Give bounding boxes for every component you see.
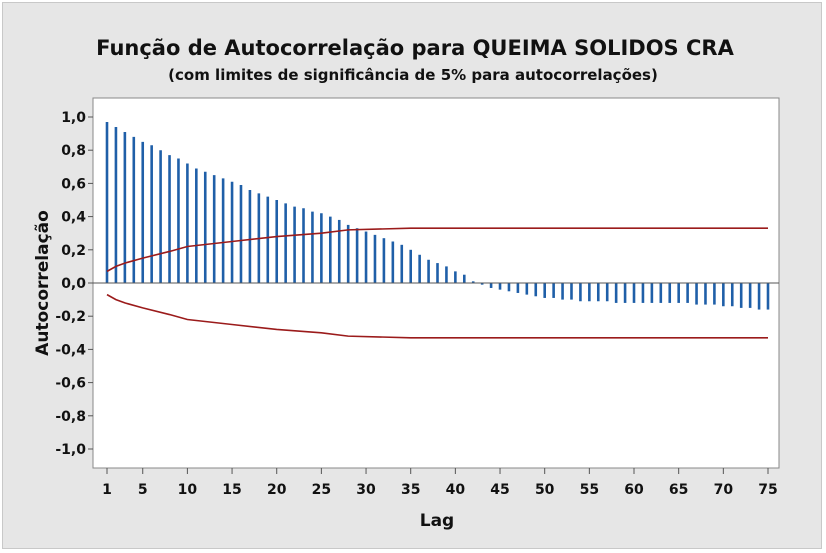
y-tick-label: 0,6 [61,176,86,192]
y-tick-label: -0,6 [55,376,86,392]
x-axis-label: Lag [420,511,454,531]
x-tick-label: 70 [714,482,734,498]
y-axis: 1,0 0,8 0,6 0,4 0,2 0,0 -0,2 -0,4 -0,6 -0,8 -1,0 [55,110,779,458]
y-tick-label: -1,0 [55,442,86,458]
chart-subtitle: (com limites de significância de 5% para… [168,66,658,84]
x-tick-label: 50 [535,482,555,498]
y-tick-label: 0,2 [61,243,86,259]
x-tick-label: 30 [356,482,376,498]
upper-limit-line [106,227,768,273]
x-tick-label: 60 [624,482,644,498]
chart-title: Função de Autocorrelação para QUEIMA SOL… [96,36,734,60]
y-tick-label: 0,4 [61,210,86,226]
y-tick-label: -0,4 [55,342,86,358]
y-tick-label: 0,0 [61,276,86,292]
x-axis: 1 5 10 15 20 25 30 35 40 45 50 55 60 65 70 75 [102,468,778,498]
x-tick-label: 40 [446,482,466,498]
x-tick-label: 15 [222,482,241,498]
x-tick-label: 10 [178,482,198,498]
x-tick-label: 45 [490,482,509,498]
acf-bars [105,121,770,310]
lower-limit-line [106,293,768,339]
y-tick-label: 1,0 [61,110,86,126]
x-tick-label: 55 [580,482,599,498]
x-tick-label: 75 [758,482,777,498]
y-tick-label: 0,8 [61,143,86,159]
x-tick-label: 20 [267,482,287,498]
x-tick-label: 5 [138,482,148,498]
x-tick-label: 25 [312,482,331,498]
x-tick-label: 65 [669,482,688,498]
y-tick-label: -0,8 [55,409,86,425]
significance-limits [106,227,768,339]
x-tick-label: 35 [401,482,420,498]
y-axis-label: Autocorrelação [33,210,53,356]
y-tick-label: -0,2 [55,309,86,325]
x-tick-label: 1 [102,482,112,498]
